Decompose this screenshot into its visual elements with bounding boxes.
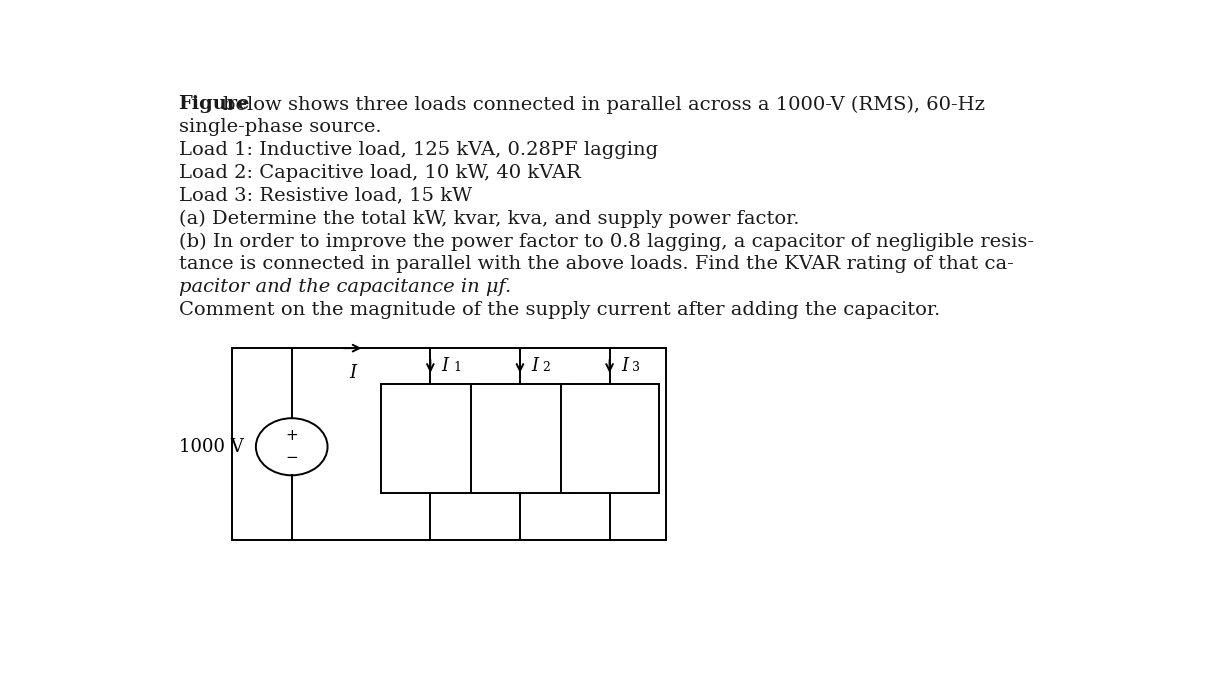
Text: 2: 2 bbox=[515, 450, 526, 468]
Text: Comment on the magnitude of the supply current after adding the capacitor.: Comment on the magnitude of the supply c… bbox=[179, 301, 940, 319]
Bar bbox=[561, 384, 658, 493]
Text: I: I bbox=[349, 364, 357, 381]
Text: −: − bbox=[285, 450, 298, 465]
Text: 2: 2 bbox=[543, 361, 550, 374]
Text: 3: 3 bbox=[632, 361, 640, 374]
Text: 3: 3 bbox=[604, 450, 616, 468]
Bar bbox=[471, 384, 570, 493]
Text: tance is connected in parallel with the above loads. Find the KVAR rating of tha: tance is connected in parallel with the … bbox=[179, 255, 1014, 273]
Text: I: I bbox=[621, 357, 628, 375]
Text: Load 2: Capacitive load, 10 kW, 40 kVAR: Load 2: Capacitive load, 10 kW, 40 kVAR bbox=[179, 164, 581, 182]
Text: Load 3: Resistive load, 15 kW: Load 3: Resistive load, 15 kW bbox=[179, 187, 472, 205]
Text: I: I bbox=[532, 357, 538, 375]
Text: Load: Load bbox=[498, 421, 543, 439]
Text: (b) In order to improve the power factor to 0.8 lagging, a capacitor of negligib: (b) In order to improve the power factor… bbox=[179, 233, 1033, 251]
Text: single-phase source.: single-phase source. bbox=[179, 118, 381, 136]
Text: pacitor and the capacitance in μf.: pacitor and the capacitance in μf. bbox=[179, 278, 511, 296]
Text: I: I bbox=[442, 357, 449, 375]
Text: (a) Determine the total kW, kvar, kva, and supply power factor.: (a) Determine the total kW, kvar, kva, a… bbox=[179, 210, 800, 228]
Text: below shows three loads connected in parallel across a 1000-V (RMS), 60-Hz: below shows three loads connected in par… bbox=[223, 96, 985, 114]
Text: 1000 V: 1000 V bbox=[179, 437, 243, 456]
Text: Load: Load bbox=[587, 421, 632, 439]
Text: +: + bbox=[285, 428, 298, 443]
Text: Load 1: Inductive load, 125 kVA, 0.28PF lagging: Load 1: Inductive load, 125 kVA, 0.28PF … bbox=[179, 141, 657, 159]
Text: Load: Load bbox=[408, 421, 453, 439]
Text: 1: 1 bbox=[425, 450, 436, 468]
Bar bbox=[381, 384, 479, 493]
Text: Figure: Figure bbox=[179, 96, 249, 113]
Text: 1: 1 bbox=[453, 361, 461, 374]
